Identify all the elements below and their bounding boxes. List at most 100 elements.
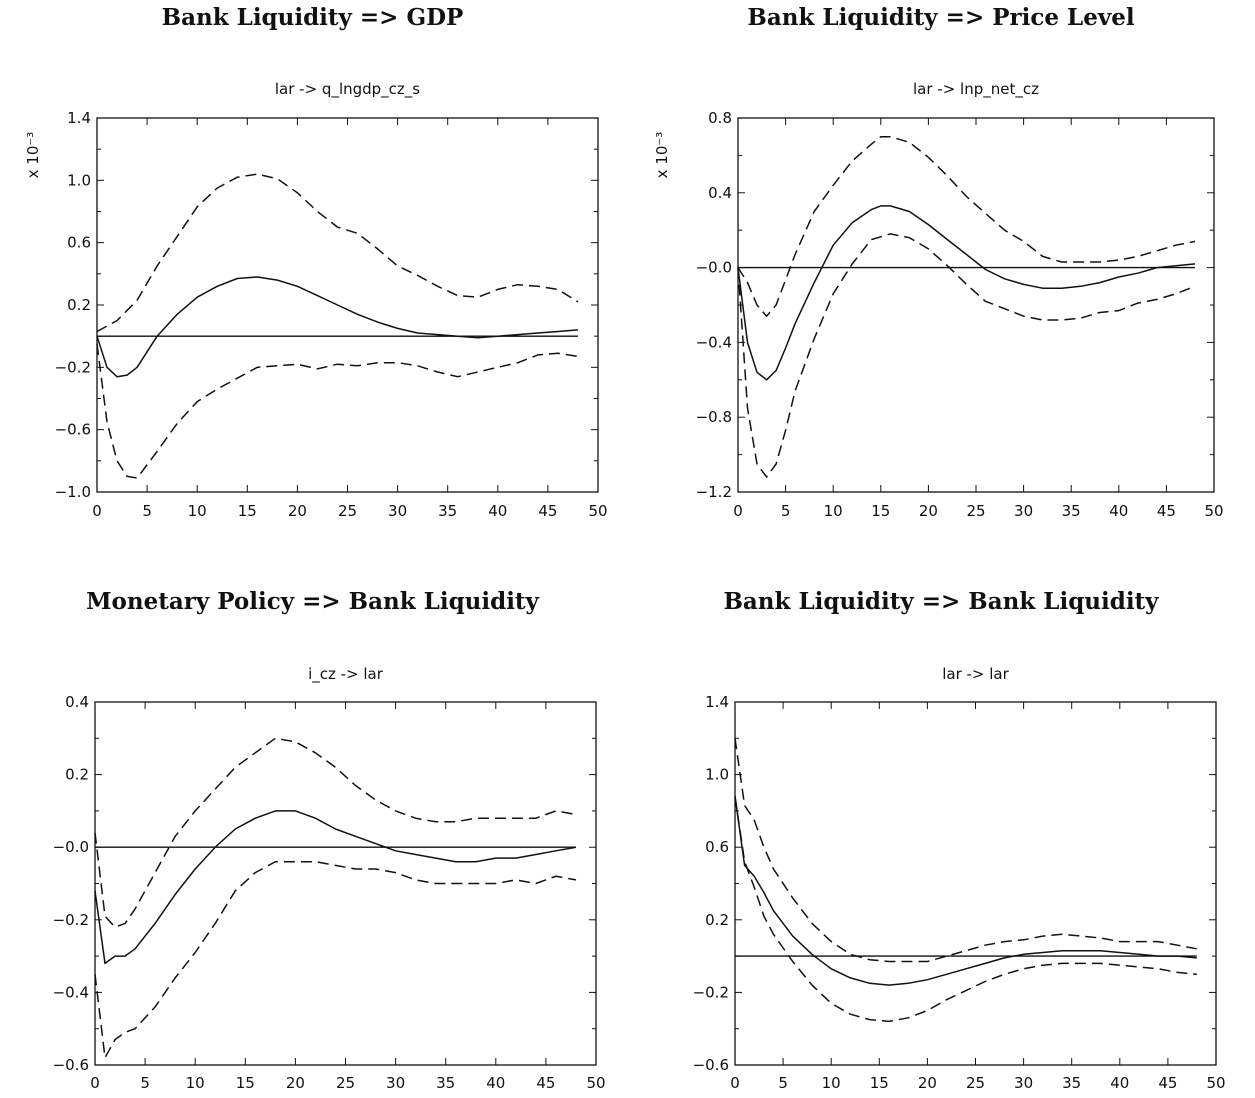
x-tick-label: 45: [1158, 1074, 1177, 1092]
x-tick-label: 50: [586, 1074, 605, 1092]
chart-subtitle: lar -> lar: [942, 665, 1009, 683]
x-tick-label: 45: [538, 502, 557, 520]
x-tick-label: 25: [336, 1074, 355, 1092]
plot-frame: [94, 701, 597, 1066]
y-tick-label: 1.0: [705, 766, 729, 784]
y-tick-label: −0.4: [696, 333, 732, 351]
scale-label: x 10⁻³: [653, 132, 671, 179]
plot-frame: [96, 117, 599, 493]
y-tick-label: 0.8: [708, 109, 732, 127]
y-tick-label: 1.0: [67, 171, 91, 189]
x-tick-label: 15: [871, 502, 890, 520]
chart-3: i_cz -> lar 0.4 0.2 −0.0 −0.2 −0.4 −0.60 5 10 15 2…: [53, 665, 606, 1092]
x-tick-label: 10: [188, 502, 207, 520]
plot-frame: [737, 117, 1215, 493]
x-tick-label: 25: [338, 502, 357, 520]
y-tick-label: 1.4: [705, 693, 729, 711]
y-tick-label: −0.4: [53, 983, 89, 1001]
confidence-band-line: [96, 343, 579, 479]
x-tick-label: 40: [486, 1074, 505, 1092]
x-tick-label: 20: [919, 502, 938, 520]
x-tick-label: 35: [438, 502, 457, 520]
x-tick-label: 5: [142, 502, 152, 520]
x-tick-label: 10: [822, 1074, 841, 1092]
chart-panel-2: Bank Liquidity => Price Level: [627, 0, 1255, 540]
y-tick-label: 0.4: [708, 184, 732, 202]
x-tick-label: 0: [90, 1074, 100, 1092]
x-tick-label: 0: [92, 502, 102, 520]
x-tick-label: 20: [918, 1074, 937, 1092]
confidence-band-line: [94, 860, 577, 1059]
y-tick-label: −0.6: [693, 1056, 729, 1074]
x-tick-label: 35: [1062, 1074, 1081, 1092]
y-tick-label: −0.6: [53, 1056, 89, 1074]
x-tick-label: 30: [1014, 1074, 1033, 1092]
x-tick-label: 10: [186, 1074, 205, 1092]
y-tick-label: −0.8: [696, 408, 732, 426]
chart-title: Monetary Policy => Bank Liquidity: [86, 588, 539, 615]
x-tick-label: 30: [386, 1074, 405, 1092]
x-tick-label: 0: [730, 1074, 740, 1092]
x-tick-label: 40: [488, 502, 507, 520]
plot-frame: [734, 701, 1217, 1066]
x-tick-label: 45: [536, 1074, 555, 1092]
y-tick-label: 0.6: [67, 234, 91, 252]
y-tick-label: 0.2: [705, 911, 729, 929]
impulse-response-line: [96, 276, 579, 378]
chart-subtitle: i_cz -> lar: [308, 665, 384, 684]
x-tick-label: 50: [588, 502, 607, 520]
y-tick-label: −1.0: [55, 483, 91, 501]
x-tick-label: 20: [288, 502, 307, 520]
x-tick-label: 5: [781, 502, 791, 520]
x-tick-label: 50: [1204, 502, 1223, 520]
x-tick-label: 40: [1109, 502, 1128, 520]
y-tick-label: 0.2: [65, 766, 89, 784]
chart-subtitle: lar -> q_lngdp_cz_s: [275, 80, 420, 99]
scale-label: x 10⁻³: [24, 132, 42, 179]
x-tick-label: 35: [436, 1074, 455, 1092]
y-tick-label: −0.2: [55, 358, 91, 376]
confidence-band-line: [737, 135, 1196, 317]
confidence-band-line: [94, 737, 577, 928]
x-tick-label: 45: [1157, 502, 1176, 520]
chart-4: lar -> lar 1.4 1.0 0.6 0.2 −0.2 −0.60 5 10 15 20 25…: [693, 665, 1226, 1092]
x-tick-label: 15: [238, 502, 257, 520]
chart-panel-4: Bank Liquidity => Bank Liquidity: [627, 580, 1255, 1098]
y-tick-label: −0.2: [693, 983, 729, 1001]
chart-title: Bank Liquidity => GDP: [161, 4, 464, 31]
chart-subtitle: lar -> lnp_net_cz: [913, 80, 1039, 99]
y-tick-label: 0.6: [705, 838, 729, 856]
x-tick-label: 15: [870, 1074, 889, 1092]
x-tick-label: 30: [388, 502, 407, 520]
x-tick-label: 30: [1014, 502, 1033, 520]
x-tick-label: 40: [1110, 1074, 1129, 1092]
impulse-response-line: [94, 810, 577, 965]
x-tick-label: 35: [1062, 502, 1081, 520]
y-tick-label: −0.2: [53, 911, 89, 929]
y-tick-label: −1.2: [696, 483, 732, 501]
confidence-band-line: [734, 796, 1197, 1023]
x-tick-label: 50: [1206, 1074, 1225, 1092]
y-tick-label: 0.4: [65, 693, 89, 711]
confidence-band-line: [734, 738, 1197, 963]
impulse-response-line: [734, 796, 1197, 986]
x-tick-label: 25: [966, 502, 985, 520]
chart-title: Bank Liquidity => Bank Liquidity: [723, 588, 1159, 615]
x-tick-label: 25: [966, 1074, 985, 1092]
x-tick-label: 20: [286, 1074, 305, 1092]
y-tick-label: −0.6: [55, 421, 91, 439]
x-tick-label: 0: [733, 502, 743, 520]
confidence-band-line: [96, 173, 579, 333]
chart-1: lar -> q_lngdp_cz_sx 10⁻³ 1.4 1.0 0.6 0.2 −0.…: [24, 80, 608, 520]
y-tick-label: 0.2: [67, 296, 91, 314]
y-tick-label: −0.0: [696, 259, 732, 277]
x-tick-label: 10: [824, 502, 843, 520]
y-tick-label: 1.4: [67, 109, 91, 127]
x-tick-label: 15: [236, 1074, 255, 1092]
x-tick-label: 5: [778, 1074, 788, 1092]
chart-title: Bank Liquidity => Price Level: [747, 4, 1135, 31]
y-tick-label: −0.0: [53, 838, 89, 856]
chart-panel-1: Bank Liquidity => GDP: [0, 0, 625, 540]
impulse-response-line: [737, 205, 1196, 381]
x-tick-label: 5: [140, 1074, 150, 1092]
